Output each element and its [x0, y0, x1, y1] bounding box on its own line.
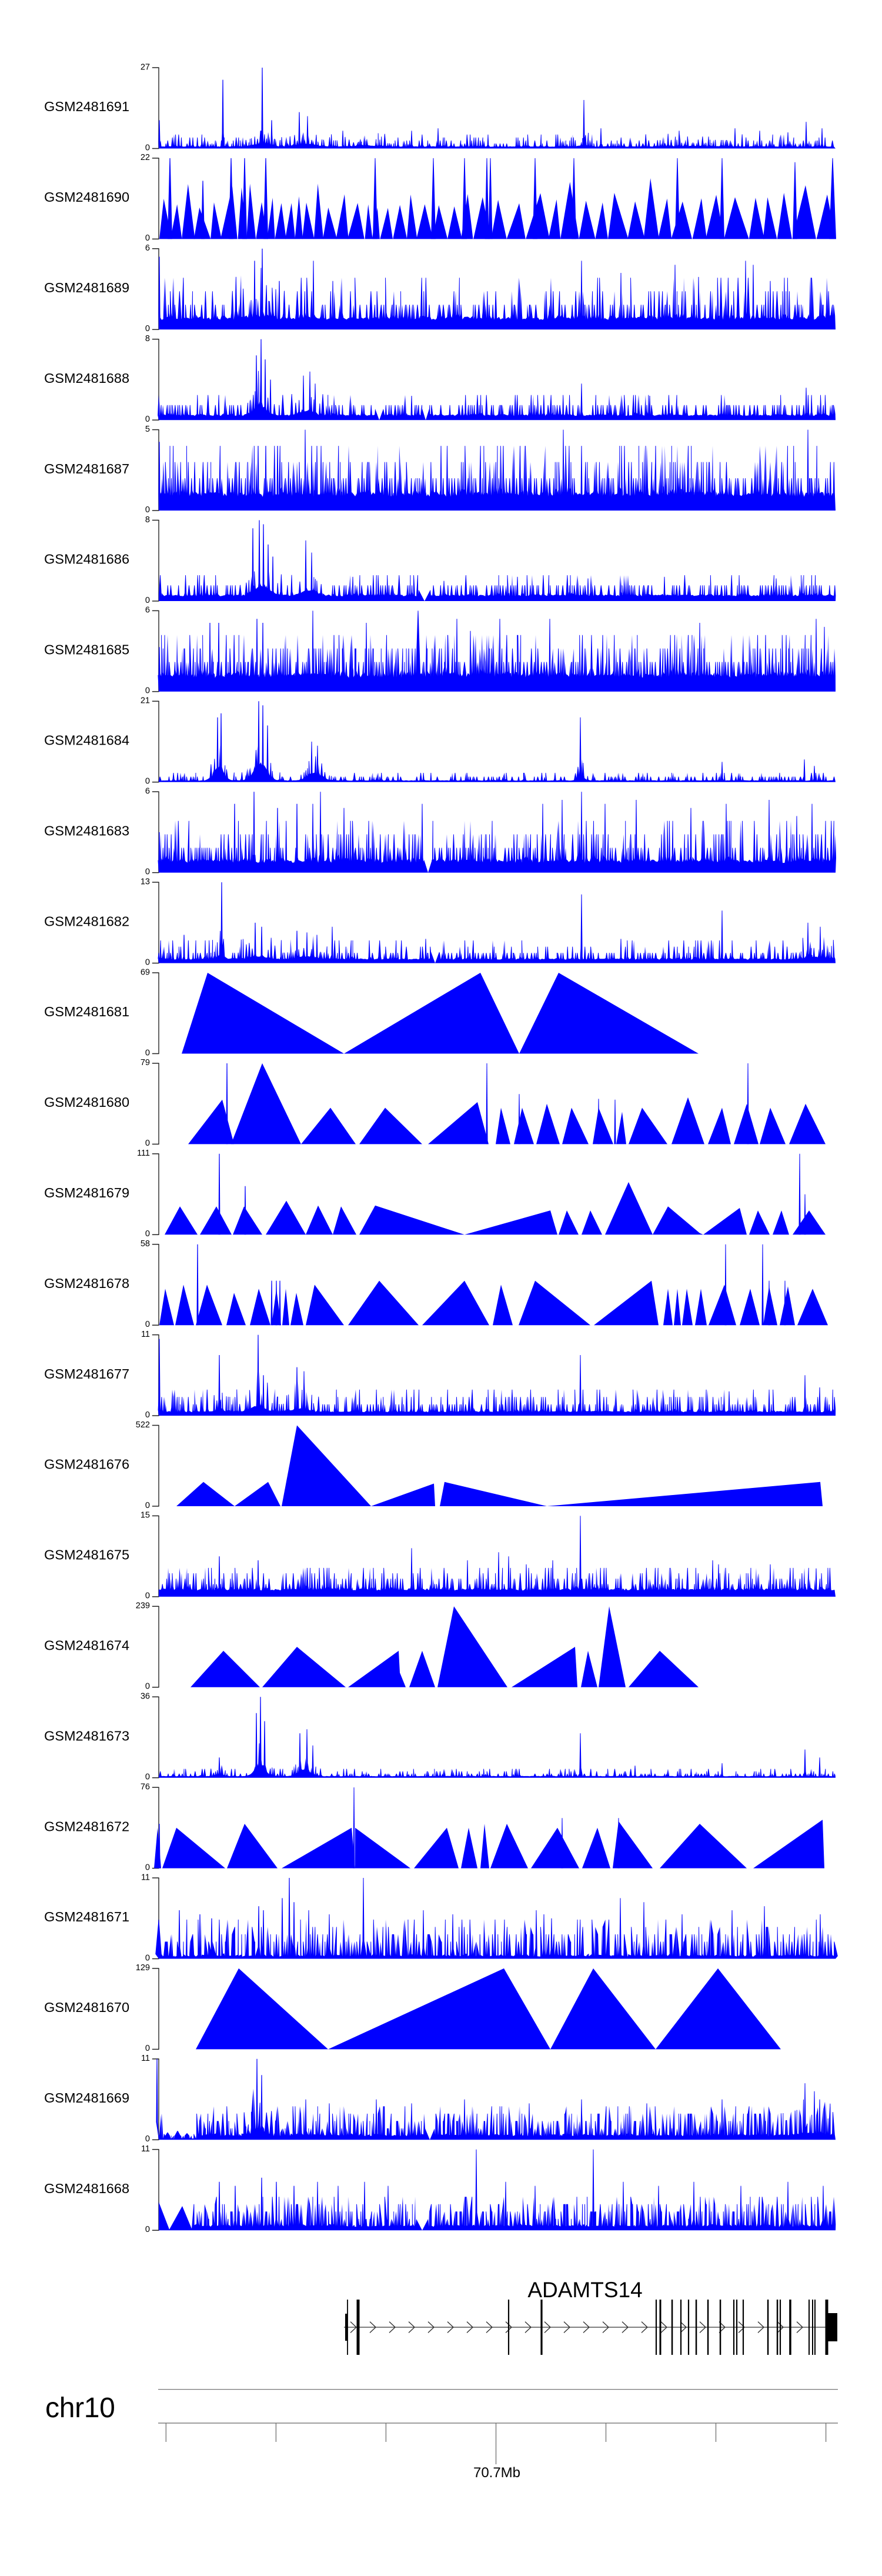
- svg-text:6: 6: [145, 243, 150, 253]
- svg-text:GSM2481683: GSM2481683: [44, 823, 129, 838]
- svg-text:GSM2481673: GSM2481673: [44, 1728, 129, 1743]
- svg-text:GSM2481679: GSM2481679: [44, 1185, 129, 1200]
- svg-text:0: 0: [145, 1591, 150, 1601]
- svg-text:GSM2481690: GSM2481690: [44, 189, 129, 205]
- svg-text:0: 0: [145, 233, 150, 243]
- svg-text:GSM2481687: GSM2481687: [44, 461, 129, 476]
- svg-text:GSM2481684: GSM2481684: [44, 733, 129, 748]
- svg-text:GSM2481688: GSM2481688: [44, 371, 129, 386]
- svg-text:15: 15: [141, 1511, 150, 1520]
- svg-text:70.7Mb: 70.7Mb: [473, 2465, 520, 2481]
- svg-text:GSM2481686: GSM2481686: [44, 552, 129, 567]
- svg-text:79: 79: [141, 1058, 150, 1067]
- svg-text:GSM2481682: GSM2481682: [44, 913, 129, 929]
- svg-text:522: 522: [136, 1420, 150, 1430]
- svg-text:0: 0: [145, 2044, 150, 2053]
- svg-text:0: 0: [145, 1682, 150, 1691]
- svg-text:0: 0: [145, 1953, 150, 1963]
- svg-text:GSM2481680: GSM2481680: [44, 1095, 129, 1110]
- svg-text:0: 0: [145, 1229, 150, 1239]
- svg-text:0: 0: [145, 1863, 150, 1872]
- svg-text:GSM2481672: GSM2481672: [44, 1818, 129, 1834]
- svg-text:6: 6: [145, 606, 150, 615]
- svg-text:ADAMTS14: ADAMTS14: [527, 2278, 642, 2302]
- svg-text:GSM2481678: GSM2481678: [44, 1276, 129, 1291]
- svg-text:27: 27: [141, 62, 150, 72]
- svg-text:GSM2481677: GSM2481677: [44, 1366, 129, 1382]
- svg-text:GSM2481675: GSM2481675: [44, 1547, 129, 1563]
- svg-text:21: 21: [141, 696, 150, 706]
- svg-text:0: 0: [145, 957, 150, 967]
- svg-text:0: 0: [145, 686, 150, 696]
- svg-text:6: 6: [145, 787, 150, 796]
- svg-text:GSM2481676: GSM2481676: [44, 1457, 129, 1472]
- svg-text:129: 129: [136, 1963, 150, 1973]
- svg-text:11: 11: [141, 2144, 150, 2154]
- svg-text:0: 0: [145, 505, 150, 515]
- svg-text:0: 0: [145, 1139, 150, 1148]
- svg-text:5: 5: [145, 425, 150, 434]
- svg-text:GSM2481674: GSM2481674: [44, 1638, 129, 1653]
- svg-text:0: 0: [145, 777, 150, 786]
- svg-text:8: 8: [145, 334, 150, 343]
- svg-text:11: 11: [141, 1330, 150, 1339]
- svg-text:GSM2481685: GSM2481685: [44, 642, 129, 658]
- svg-text:8: 8: [145, 515, 150, 525]
- svg-text:0: 0: [145, 143, 150, 152]
- svg-text:11: 11: [141, 1873, 150, 1882]
- svg-text:111: 111: [137, 1149, 150, 1158]
- svg-text:0: 0: [145, 2225, 150, 2234]
- svg-text:0: 0: [145, 1773, 150, 1782]
- svg-text:58: 58: [141, 1239, 150, 1249]
- svg-text:36: 36: [141, 1692, 150, 1701]
- svg-text:69: 69: [141, 967, 150, 977]
- svg-text:0: 0: [145, 596, 150, 605]
- svg-text:239: 239: [136, 1601, 150, 1611]
- svg-text:0: 0: [145, 415, 150, 424]
- svg-text:76: 76: [141, 1782, 150, 1791]
- svg-text:GSM2481691: GSM2481691: [44, 99, 129, 114]
- svg-text:GSM2481670: GSM2481670: [44, 2000, 129, 2015]
- svg-text:GSM2481681: GSM2481681: [44, 1004, 129, 1019]
- svg-text:GSM2481671: GSM2481671: [44, 1909, 129, 1924]
- svg-text:0: 0: [145, 1501, 150, 1510]
- svg-text:0: 0: [145, 1320, 150, 1329]
- svg-text:0: 0: [145, 1048, 150, 1057]
- svg-text:GSM2481668: GSM2481668: [44, 2181, 129, 2196]
- svg-text:0: 0: [145, 2134, 150, 2144]
- svg-text:0: 0: [145, 324, 150, 333]
- svg-text:13: 13: [141, 877, 150, 886]
- svg-text:11: 11: [141, 2054, 150, 2063]
- svg-text:chr10: chr10: [45, 2393, 115, 2424]
- svg-text:22: 22: [141, 153, 150, 162]
- svg-text:GSM2481689: GSM2481689: [44, 280, 129, 295]
- svg-text:0: 0: [145, 1410, 150, 1420]
- svg-text:0: 0: [145, 867, 150, 877]
- svg-text:GSM2481669: GSM2481669: [44, 2090, 129, 2105]
